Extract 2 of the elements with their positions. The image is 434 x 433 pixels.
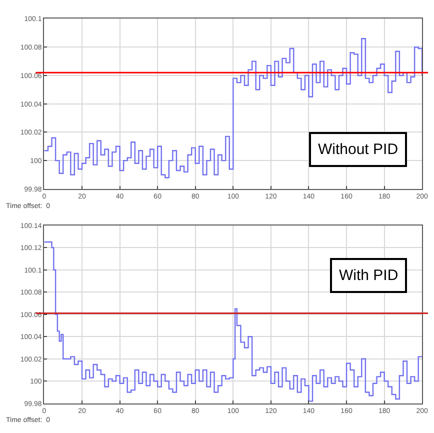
annotation: With PID xyxy=(339,267,398,284)
annotation: Without PID xyxy=(318,141,398,158)
